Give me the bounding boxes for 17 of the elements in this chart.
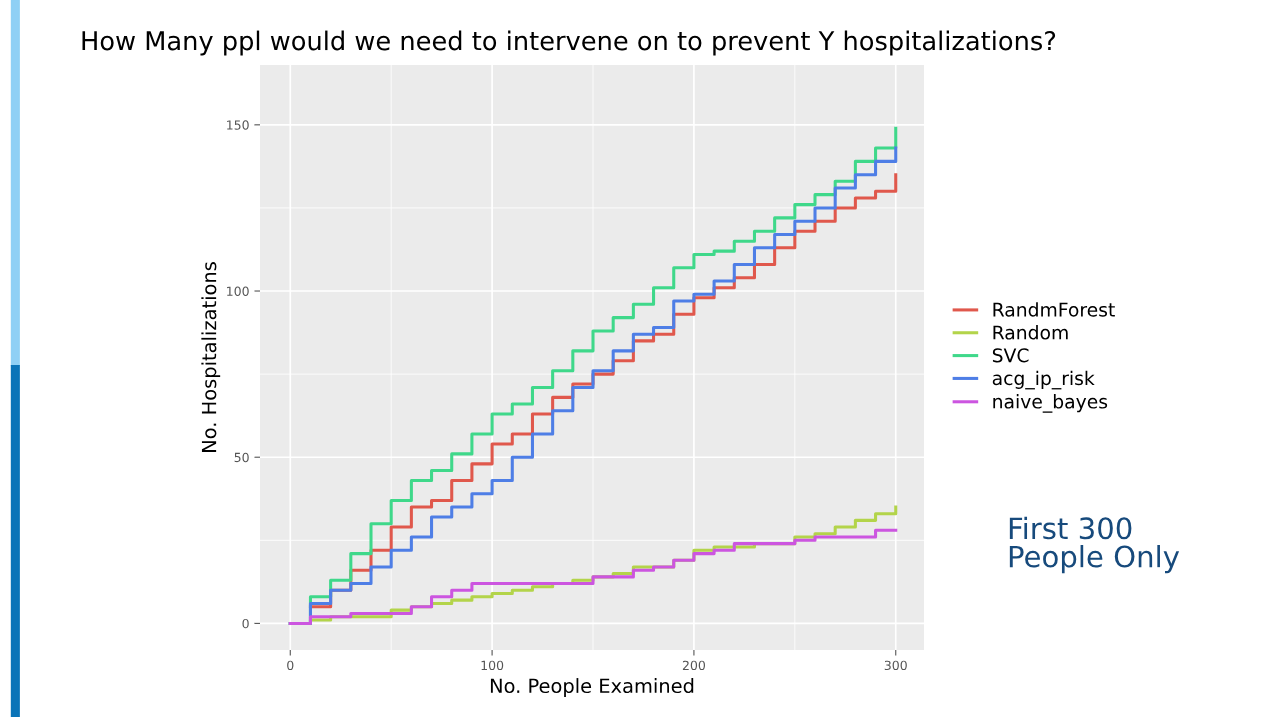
x-tick-label: 0 (287, 660, 294, 671)
y-tick-label: 150 (227, 120, 249, 130)
x-axis-title: No. People Examined (490, 678, 694, 697)
chart-title: How Many ppl would we need to intervene on to prevent Y hospitalizations? (82, 30, 1056, 56)
legend-label: naive_bayes (993, 394, 1108, 413)
legend-label: RandmForest (993, 302, 1115, 317)
y-tick-label: 50 (234, 452, 249, 463)
x-tick-label: 100 (481, 660, 504, 671)
legend-label: Random (993, 325, 1068, 340)
legend-label: SVC (992, 348, 1029, 363)
y-tick-label: 0 (242, 618, 249, 629)
x-tick-label: 300 (884, 660, 907, 671)
text: First 300 People Only (1009, 516, 1180, 574)
y-axis-title: No. Hospitalizations (201, 262, 221, 452)
legend-label: acg_ip_risk (992, 370, 1095, 390)
x-tick-label: 200 (682, 660, 706, 671)
y-tick-label: 100 (227, 286, 249, 296)
